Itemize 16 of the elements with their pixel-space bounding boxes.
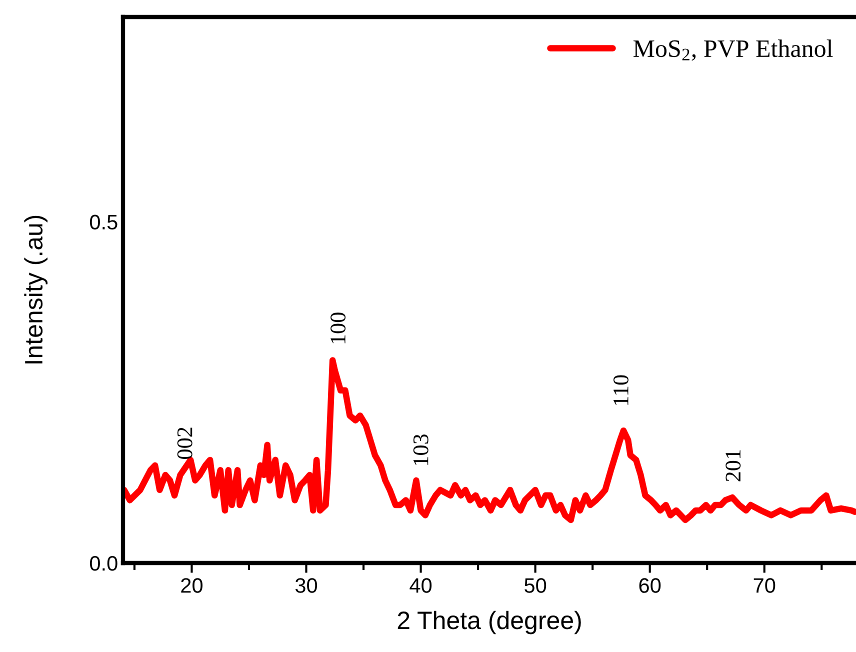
x-tick-label: 30 xyxy=(295,578,318,593)
annotation: 201 xyxy=(726,450,741,482)
x-tick-label: 70 xyxy=(754,578,776,593)
x-tick-label: 20 xyxy=(181,578,202,593)
annotation: 100 xyxy=(330,312,346,344)
annotation: 103 xyxy=(413,434,428,465)
x-tick-label: 60 xyxy=(639,578,661,593)
annotation: 110 xyxy=(613,375,628,405)
legend-label: MoS$_{2}$, PVP Ethanol xyxy=(633,40,833,61)
x-tick-label: 40 xyxy=(410,578,432,593)
y-axis-title: Intensity (.au) xyxy=(24,216,48,364)
x-axis-title: 2 Theta (degree) xyxy=(398,610,581,634)
x-tick-label: 50 xyxy=(524,578,546,593)
y-tick-label: 0.5 xyxy=(90,214,118,230)
annotation: 002 xyxy=(177,428,192,459)
y-tick-label: 0.0 xyxy=(90,556,118,571)
